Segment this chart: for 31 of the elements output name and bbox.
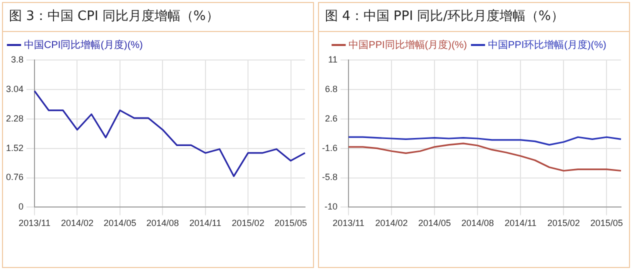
x-tick-label: 2014/05 <box>104 218 136 228</box>
x-tick-label: 2015/05 <box>590 218 623 228</box>
x-tick-label: 2015/05 <box>274 218 308 228</box>
chart-title: 图 4：中国 PPI 同比/环比月度增幅（%） <box>319 3 629 32</box>
legend-label: 中国PPI环比增幅(月度)(%) <box>488 38 606 51</box>
y-tick-label: -5.8 <box>322 172 338 182</box>
x-tick-label: 2013/11 <box>332 218 364 228</box>
x-tick-label: 2014/08 <box>461 218 494 228</box>
x-tick-label: 2014/02 <box>375 218 408 228</box>
x-tick-label: 2014/11 <box>189 218 222 228</box>
y-tick-label: 0.76 <box>6 172 24 182</box>
y-tick-label: -10 <box>324 202 338 212</box>
y-tick-label: 11 <box>328 54 338 64</box>
y-tick-label: 6.8 <box>324 84 338 94</box>
x-tick-label: 2013/11 <box>18 218 50 228</box>
chart-title: 图 3：中国 CPI 同比月度增幅（%） <box>3 3 313 32</box>
x-tick-label: 2014/08 <box>146 218 179 228</box>
y-tick-label: 2.6 <box>324 113 338 124</box>
y-tick-label: 3.04 <box>6 84 24 94</box>
y-tick-label: -1.6 <box>322 142 338 153</box>
legend-label: 中国CPI同比增幅(月度)(%) <box>24 38 143 51</box>
x-tick-label: 2014/11 <box>504 218 537 228</box>
x-tick-label: 2015/02 <box>232 218 264 228</box>
y-tick-label: 1.52 <box>6 142 24 153</box>
y-tick-label: 3.8 <box>11 54 24 64</box>
y-tick-label: 2.28 <box>6 113 24 124</box>
x-tick-label: 2014/02 <box>60 218 94 228</box>
y-tick-label: 0 <box>18 202 24 212</box>
legend-label: 中国PPI同比增幅(月度)(%) <box>348 38 468 51</box>
x-tick-label: 2014/05 <box>418 218 451 228</box>
x-tick-label: 2015/02 <box>547 218 580 228</box>
